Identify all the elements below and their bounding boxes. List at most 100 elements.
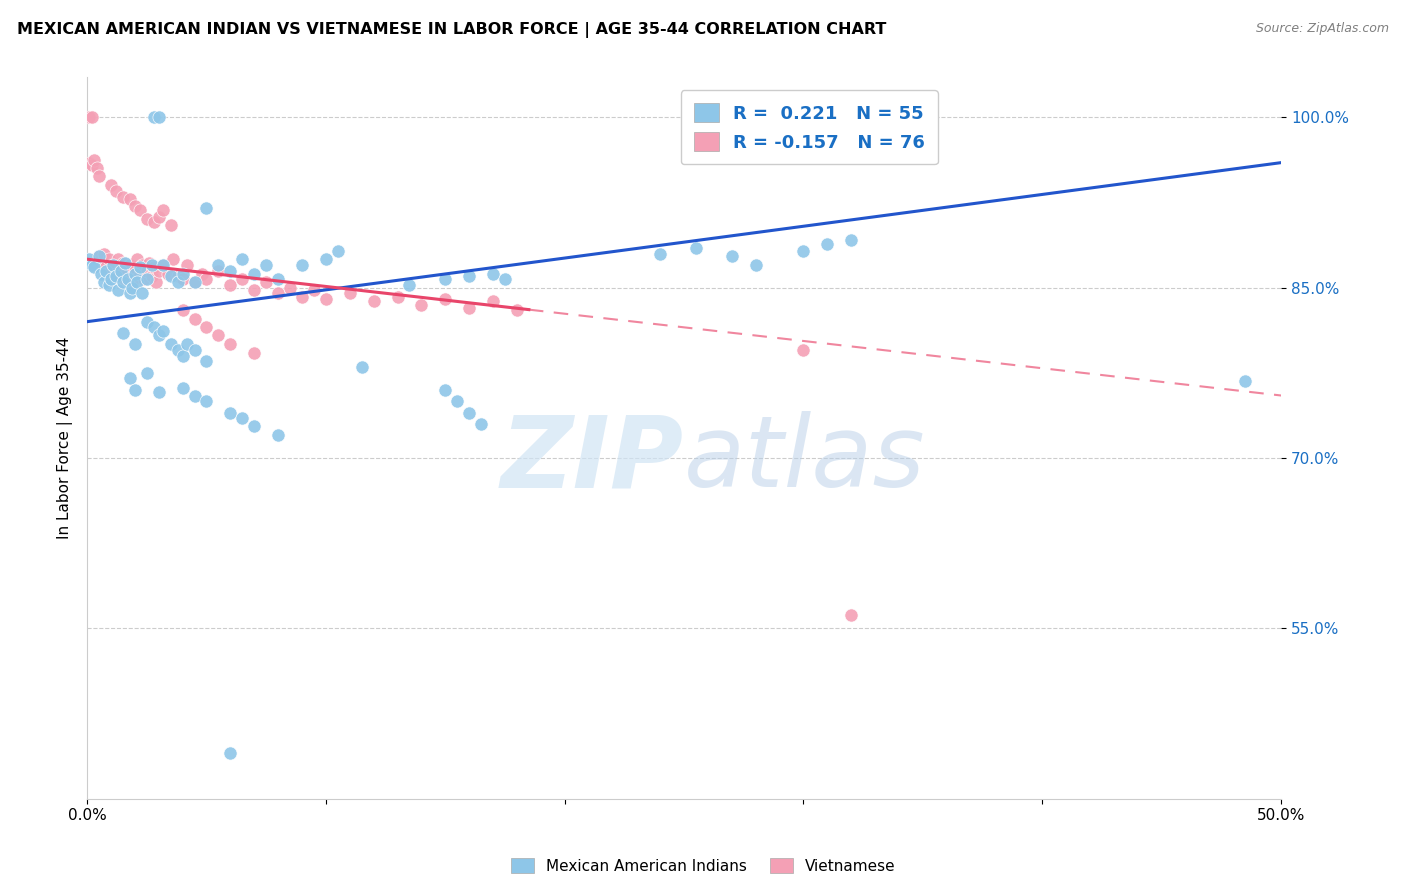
Point bbox=[93, 275, 115, 289]
Point bbox=[114, 271, 136, 285]
Point bbox=[128, 260, 150, 274]
Point bbox=[148, 385, 170, 400]
Point bbox=[111, 275, 134, 289]
Point bbox=[131, 286, 153, 301]
Point bbox=[135, 212, 157, 227]
Point bbox=[243, 346, 266, 360]
Point bbox=[183, 275, 205, 289]
Point bbox=[87, 249, 110, 263]
Point bbox=[79, 252, 101, 267]
Point bbox=[243, 283, 266, 297]
Point bbox=[157, 267, 180, 281]
Point bbox=[207, 258, 229, 272]
Point bbox=[482, 294, 505, 309]
Point bbox=[114, 255, 136, 269]
Point bbox=[159, 269, 181, 284]
Point bbox=[339, 286, 361, 301]
Point bbox=[111, 190, 134, 204]
Point bbox=[118, 371, 141, 385]
Point bbox=[839, 607, 862, 622]
Point bbox=[839, 233, 862, 247]
Point bbox=[166, 275, 188, 289]
Point bbox=[745, 258, 768, 272]
Point bbox=[90, 267, 112, 281]
Point bbox=[148, 328, 170, 343]
Point bbox=[111, 255, 134, 269]
Point bbox=[141, 269, 163, 284]
Point bbox=[176, 258, 198, 272]
Point bbox=[117, 263, 139, 277]
Point bbox=[172, 380, 194, 394]
Point bbox=[302, 283, 325, 297]
Point bbox=[80, 110, 103, 124]
Point bbox=[363, 294, 385, 309]
Point bbox=[231, 252, 253, 267]
Point bbox=[231, 271, 253, 285]
Point bbox=[104, 267, 127, 281]
Point bbox=[434, 292, 457, 306]
Point bbox=[148, 110, 170, 124]
Point bbox=[387, 290, 409, 304]
Point bbox=[176, 337, 198, 351]
Point bbox=[219, 278, 242, 293]
Point bbox=[135, 271, 157, 285]
Point bbox=[118, 286, 141, 301]
Point bbox=[152, 203, 174, 218]
Point bbox=[142, 260, 165, 274]
Point bbox=[267, 428, 290, 442]
Point bbox=[128, 203, 150, 218]
Point bbox=[124, 199, 146, 213]
Point bbox=[254, 275, 277, 289]
Point bbox=[721, 249, 744, 263]
Point bbox=[79, 155, 101, 169]
Point bbox=[135, 263, 157, 277]
Point bbox=[148, 210, 170, 224]
Point bbox=[278, 280, 301, 294]
Point bbox=[100, 263, 122, 277]
Point bbox=[96, 260, 118, 274]
Point bbox=[135, 315, 157, 329]
Point bbox=[350, 360, 373, 375]
Point bbox=[207, 328, 229, 343]
Point bbox=[254, 258, 277, 272]
Point bbox=[231, 411, 253, 425]
Point bbox=[121, 275, 143, 289]
Point bbox=[90, 255, 112, 269]
Point bbox=[135, 366, 157, 380]
Point bbox=[103, 258, 125, 272]
Point bbox=[142, 320, 165, 334]
Point bbox=[148, 263, 170, 277]
Point bbox=[172, 349, 194, 363]
Text: atlas: atlas bbox=[685, 411, 925, 508]
Point bbox=[195, 354, 218, 368]
Point bbox=[172, 303, 194, 318]
Point bbox=[195, 271, 218, 285]
Point bbox=[267, 286, 290, 301]
Point bbox=[195, 394, 218, 409]
Point bbox=[650, 246, 672, 260]
Point bbox=[243, 419, 266, 434]
Point bbox=[159, 337, 181, 351]
Point bbox=[470, 417, 492, 431]
Point bbox=[142, 215, 165, 229]
Point bbox=[142, 110, 165, 124]
Text: Source: ZipAtlas.com: Source: ZipAtlas.com bbox=[1256, 22, 1389, 36]
Point bbox=[152, 258, 174, 272]
Point bbox=[792, 343, 814, 357]
Point bbox=[152, 324, 174, 338]
Point bbox=[815, 237, 838, 252]
Point bbox=[138, 255, 160, 269]
Point bbox=[152, 258, 174, 272]
Point bbox=[162, 252, 184, 267]
Point bbox=[97, 252, 120, 267]
Point bbox=[80, 158, 103, 172]
Point bbox=[131, 258, 153, 272]
Point bbox=[434, 383, 457, 397]
Point bbox=[83, 260, 105, 274]
Point bbox=[134, 271, 156, 285]
Point bbox=[446, 394, 468, 409]
Point bbox=[86, 161, 108, 176]
Point bbox=[172, 271, 194, 285]
Point bbox=[219, 747, 242, 761]
Point bbox=[190, 267, 212, 281]
